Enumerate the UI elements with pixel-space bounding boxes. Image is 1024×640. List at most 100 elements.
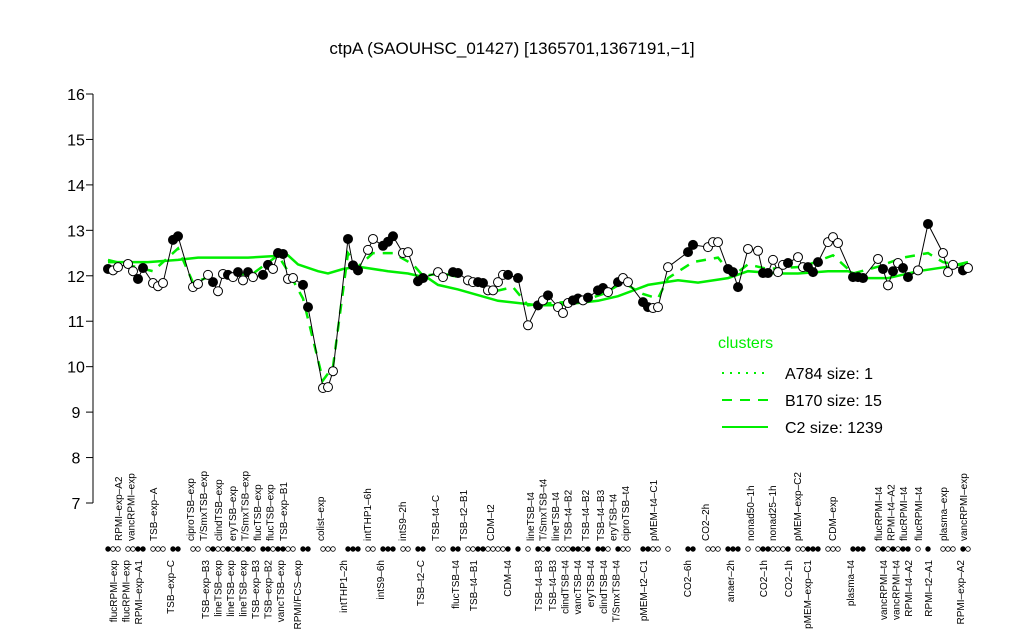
- x-label-top: TSB–exp–B1: [279, 482, 290, 541]
- rug-marker: [105, 546, 111, 552]
- x-label-bottom: plasma–t4: [846, 560, 857, 607]
- rug-marker: [485, 546, 491, 552]
- rug-marker: [545, 546, 551, 552]
- x-label-top: intS9–2h: [398, 502, 409, 541]
- data-point-open: [603, 287, 613, 298]
- x-label-top: flucRPMI–t4: [914, 486, 925, 541]
- rug-marker: [780, 546, 786, 552]
- rug-marker: [760, 546, 766, 552]
- x-label-top: vancRPMI–exp: [127, 473, 138, 541]
- rug-marker: [525, 546, 531, 552]
- x-label-bottom: T/SmxTSB–t4: [612, 560, 623, 623]
- rug-marker: [370, 546, 376, 552]
- rug-marker: [245, 546, 251, 552]
- rug-marker: [160, 546, 166, 552]
- data-point-filled: [208, 277, 218, 288]
- rug-marker: [890, 546, 896, 552]
- rug-marker: [195, 546, 201, 552]
- legend-entry-a784: A784 size: 1: [785, 366, 873, 383]
- chart-title: ctpA (SAOUHSC_01427) [1365701,1367191,−1…: [329, 39, 694, 58]
- rug-marker: [965, 546, 971, 552]
- rug-marker: [650, 546, 656, 552]
- data-point-filled: [858, 273, 868, 284]
- y-tick-label: 10: [67, 360, 85, 377]
- rug-marker: [860, 546, 866, 552]
- x-label-top: eryTSB–exp: [228, 486, 239, 541]
- x-label-top: pMEM–exp–C2: [793, 472, 804, 541]
- rug-marker: [355, 546, 361, 552]
- rug-marker: [400, 546, 406, 552]
- rug-marker: [765, 546, 771, 552]
- rug-marker: [735, 546, 741, 552]
- rug-marker: [565, 546, 571, 552]
- data-point-filled: [478, 278, 488, 289]
- rug-marker: [925, 546, 931, 552]
- rug-marker: [515, 546, 521, 552]
- rug-marker: [390, 546, 396, 552]
- rug-marker: [620, 546, 626, 552]
- rug-marker: [280, 546, 286, 552]
- x-label-bottom: clindTSB–t4: [599, 560, 610, 614]
- x-labels: RPMI–exp–A2 vancRPMI–exp TSB–exp–A ciproTSB…: [109, 471, 970, 630]
- data-point-filled: [138, 263, 148, 274]
- rug-marker: [135, 546, 141, 552]
- data-point-open: [488, 285, 498, 296]
- rug-marker: [960, 546, 966, 552]
- rug-marker: [215, 546, 221, 552]
- data-point-open: [323, 382, 333, 393]
- data-point-filled: [728, 267, 738, 278]
- rug-marker: [665, 546, 671, 552]
- rug-marker: [300, 546, 306, 552]
- rug-marker: [325, 546, 331, 552]
- x-label-bottom: eryTSB–t4: [586, 560, 597, 608]
- rug-marker: [885, 546, 891, 552]
- x-label-top: TSB–t4–B2: [581, 489, 592, 541]
- legend-title: clusters: [718, 335, 773, 352]
- rug-marker: [470, 546, 476, 552]
- rug-marker: [795, 546, 801, 552]
- rug-marker: [900, 546, 906, 552]
- y-tick-label: 13: [67, 223, 85, 240]
- data-point-open: [203, 269, 213, 280]
- data-point-open: [363, 244, 373, 255]
- rug-marker: [560, 546, 566, 552]
- rug-marker: [600, 546, 606, 552]
- rug-marker: [220, 546, 226, 552]
- rug-marker: [230, 546, 236, 552]
- rug-marker: [725, 546, 731, 552]
- data-point-filled: [813, 257, 823, 268]
- x-label-bottom: flucRPMI–exp: [122, 560, 133, 623]
- data-point-filled: [258, 269, 268, 280]
- data-point-filled: [453, 268, 463, 279]
- rug-marker: [850, 546, 856, 552]
- x-label-top: TSB–exp–A: [149, 487, 160, 541]
- data-point-filled: [808, 267, 818, 278]
- rug-marker: [835, 546, 841, 552]
- x-label-top: vancRPMI–exp: [959, 473, 970, 541]
- rug-marker: [875, 546, 881, 552]
- data-point-open: [268, 263, 278, 274]
- rug-marker: [225, 546, 231, 552]
- x-label-bottom: lineTSB–exp: [226, 560, 237, 617]
- data-point-open: [368, 233, 378, 244]
- x-label-top: colist–exp: [316, 496, 327, 541]
- data-point-filled: [898, 263, 908, 274]
- y-tick-label: 7: [72, 496, 81, 513]
- x-label-bottom: intS9–6h: [376, 560, 387, 599]
- rug-marker: [770, 546, 776, 552]
- x-label-top: TSB–t2–B1: [459, 489, 470, 541]
- rug-marker: [270, 546, 276, 552]
- data-point-filled: [418, 273, 428, 284]
- x-label-bottom: anaer–2h: [726, 560, 737, 602]
- rug-marker: [125, 546, 131, 552]
- rug-marker: [140, 546, 146, 552]
- rug-marker: [645, 546, 651, 552]
- rug-marker: [690, 546, 696, 552]
- x-label-top: T/SmxTSB–exp: [199, 471, 210, 541]
- data-point-open: [123, 258, 133, 269]
- rug-marker: [455, 546, 461, 552]
- rug-marker: [440, 546, 446, 552]
- data-point-filled: [503, 269, 513, 280]
- x-label-bottom: RPMI–t4–A2: [904, 560, 915, 617]
- data-point-open: [523, 320, 533, 331]
